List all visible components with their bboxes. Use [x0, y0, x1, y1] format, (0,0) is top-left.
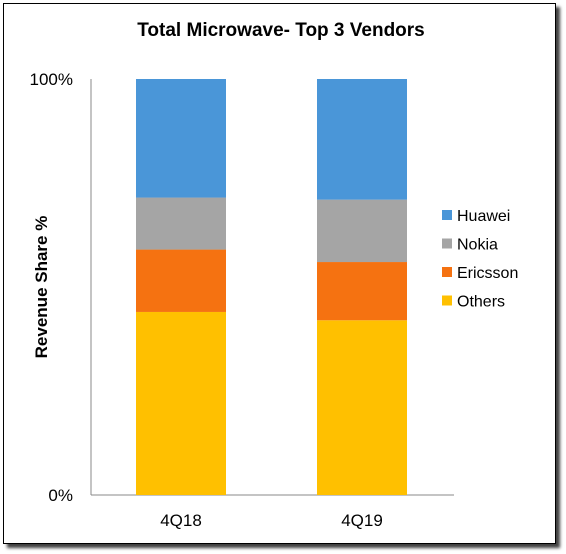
y-axis-label: Revenue Share %	[32, 216, 51, 359]
bar-segment-nokia-4q18	[136, 197, 226, 250]
y-tick-label: 100%	[30, 70, 73, 89]
legend-label-others: Others	[457, 294, 505, 311]
legend-swatch-ericsson	[442, 267, 452, 277]
y-tick-label: 0%	[48, 486, 73, 505]
bar-segment-nokia-4q19	[317, 199, 407, 263]
chart-frame	[3, 3, 556, 544]
legend-label-nokia: Nokia	[457, 237, 498, 254]
legend: Huawei Nokia Ericsson Others	[442, 208, 518, 311]
tick-labels-group: 4Q18 4Q19 0% 100%	[30, 70, 383, 530]
bars-group	[136, 79, 407, 495]
bar-segment-ericsson-4q18	[136, 249, 226, 312]
legend-swatch-huawei	[442, 210, 452, 220]
x-tick-label: 4Q18	[160, 511, 202, 530]
legend-label-huawei: Huawei	[457, 208, 510, 225]
legend-label-ericsson: Ericsson	[457, 265, 518, 282]
legend-swatch-nokia	[442, 238, 452, 249]
bar-segment-others-4q19	[317, 320, 407, 495]
chart-title: Total Microwave- Top 3 Vendors	[137, 20, 425, 41]
bar-segment-ericsson-4q19	[317, 262, 407, 321]
legend-swatch-others	[442, 295, 452, 306]
bar-segment-others-4q18	[136, 311, 226, 495]
x-tick-label: 4Q19	[341, 511, 383, 530]
bar-segment-huawei-4q19	[317, 79, 407, 200]
bar-segment-huawei-4q18	[136, 79, 226, 198]
